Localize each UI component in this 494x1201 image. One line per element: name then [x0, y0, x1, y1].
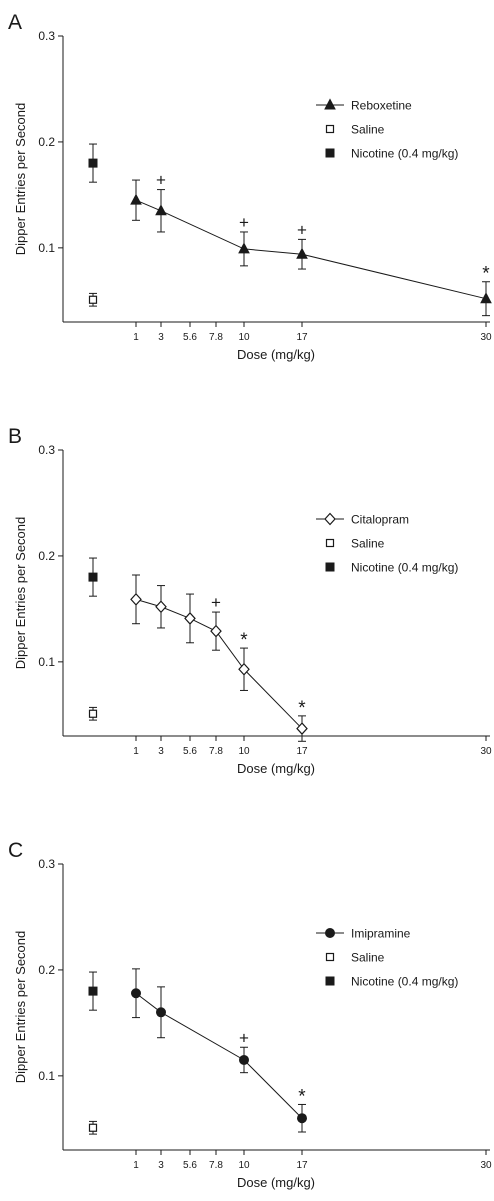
data-point [297, 1113, 307, 1124]
panel-label: A [8, 11, 22, 34]
significance-mark: + [239, 1028, 249, 1047]
x-axis-title: Dose (mg/kg) [237, 347, 315, 362]
data-point [130, 193, 142, 205]
control-point [88, 158, 98, 168]
control-point [88, 709, 98, 718]
data-point [238, 242, 250, 254]
x-tick-label: 10 [238, 746, 250, 757]
legend-label: Saline [351, 123, 385, 137]
control-point [88, 295, 98, 304]
data-point [239, 1054, 249, 1065]
chart-panel-b: B 0.1 0.2 0.3 1 3 5.6 7.8 10 17 30 Dose (mg/kg) Dipp… [8, 425, 492, 776]
data-point [184, 612, 196, 625]
significance-mark: + [211, 593, 221, 612]
data-point [296, 722, 308, 735]
x-axis-title: Dose (mg/kg) [237, 1175, 315, 1190]
y-tick-label: 0.1 [38, 241, 55, 255]
x-tick-label: 3 [158, 332, 164, 343]
y-axis-title: Dipper Entries per Second [13, 103, 28, 255]
legend-marker [325, 976, 335, 986]
data-point [131, 988, 141, 999]
legend-label: Saline [351, 537, 385, 551]
x-tick-label: 17 [296, 332, 308, 343]
significance-mark: * [298, 698, 306, 719]
significance-mark: * [240, 630, 248, 651]
data-point [480, 292, 492, 304]
x-axis-title: Dose (mg/kg) [237, 761, 315, 776]
data-point [155, 600, 167, 614]
legend-marker [325, 538, 335, 548]
data-point [155, 204, 167, 216]
x-tick-label: 7.8 [209, 332, 223, 343]
y-tick-label: 0.2 [38, 963, 55, 977]
legend-marker [325, 928, 335, 938]
legend-marker [325, 952, 335, 962]
data-point [156, 1007, 166, 1018]
panel-label: B [8, 425, 22, 448]
control-point [88, 986, 98, 996]
significance-mark: * [482, 264, 490, 285]
x-tick-label: 3 [158, 746, 164, 757]
significance-mark: * [298, 1086, 306, 1107]
data-point [130, 592, 142, 606]
x-tick-label: 30 [480, 332, 492, 343]
y-tick-label: 0.1 [38, 1069, 55, 1083]
x-tick-label: 17 [296, 1160, 308, 1171]
data-point [238, 662, 250, 676]
x-tick-label: 30 [480, 746, 492, 757]
legend-marker [324, 512, 336, 526]
control-point [88, 572, 98, 582]
legend-label: Nicotine (0.4 mg/kg) [351, 975, 458, 989]
panel-label: C [8, 839, 23, 862]
x-tick-label: 5.6 [183, 332, 197, 343]
series-line [135, 992, 303, 1119]
legend-marker [325, 124, 335, 134]
x-tick-label: 10 [238, 1160, 250, 1171]
x-tick-label: 7.8 [209, 1160, 223, 1171]
x-tick-label: 5.6 [183, 1160, 197, 1171]
y-tick-label: 0.3 [38, 29, 55, 43]
chart-panel-a: A 0.1 0.2 0.3 1 3 5.6 7.8 10 17 30 Dose (mg/kg) Dipp… [8, 11, 492, 362]
x-tick-label: 1 [133, 1160, 139, 1171]
y-tick-label: 0.3 [38, 857, 55, 871]
x-tick-label: 3 [158, 1160, 164, 1171]
data-point [296, 247, 308, 259]
legend-marker [325, 562, 335, 572]
control-point [88, 1123, 98, 1132]
significance-mark: + [297, 220, 307, 239]
data-point [210, 624, 222, 638]
significance-mark: + [156, 171, 166, 190]
chart-panel-c: C 0.1 0.2 0.3 1 3 5.6 7.8 10 17 30 Dose (mg/kg) Dipp… [8, 839, 492, 1190]
series-line [135, 199, 487, 300]
legend-label: Nicotine (0.4 mg/kg) [351, 147, 458, 161]
legend-marker [325, 148, 335, 158]
y-tick-label: 0.3 [38, 443, 55, 457]
y-tick-label: 0.2 [38, 549, 55, 563]
x-tick-label: 5.6 [183, 746, 197, 757]
legend-marker [324, 98, 336, 110]
legend-label: Imipramine [351, 927, 411, 941]
y-tick-label: 0.2 [38, 135, 55, 149]
x-tick-label: 1 [133, 746, 139, 757]
y-tick-label: 0.1 [38, 655, 55, 669]
significance-mark: + [239, 213, 249, 232]
legend-label: Reboxetine [351, 99, 412, 113]
legend-label: Nicotine (0.4 mg/kg) [351, 561, 458, 575]
x-tick-label: 30 [480, 1160, 492, 1171]
legend-label: Saline [351, 951, 385, 965]
y-axis-title: Dipper Entries per Second [13, 517, 28, 669]
x-tick-label: 17 [296, 746, 308, 757]
x-tick-label: 7.8 [209, 746, 223, 757]
legend-label: Citalopram [351, 513, 409, 527]
x-tick-label: 10 [238, 332, 250, 343]
x-tick-label: 1 [133, 332, 139, 343]
y-axis-title: Dipper Entries per Second [13, 931, 28, 1083]
